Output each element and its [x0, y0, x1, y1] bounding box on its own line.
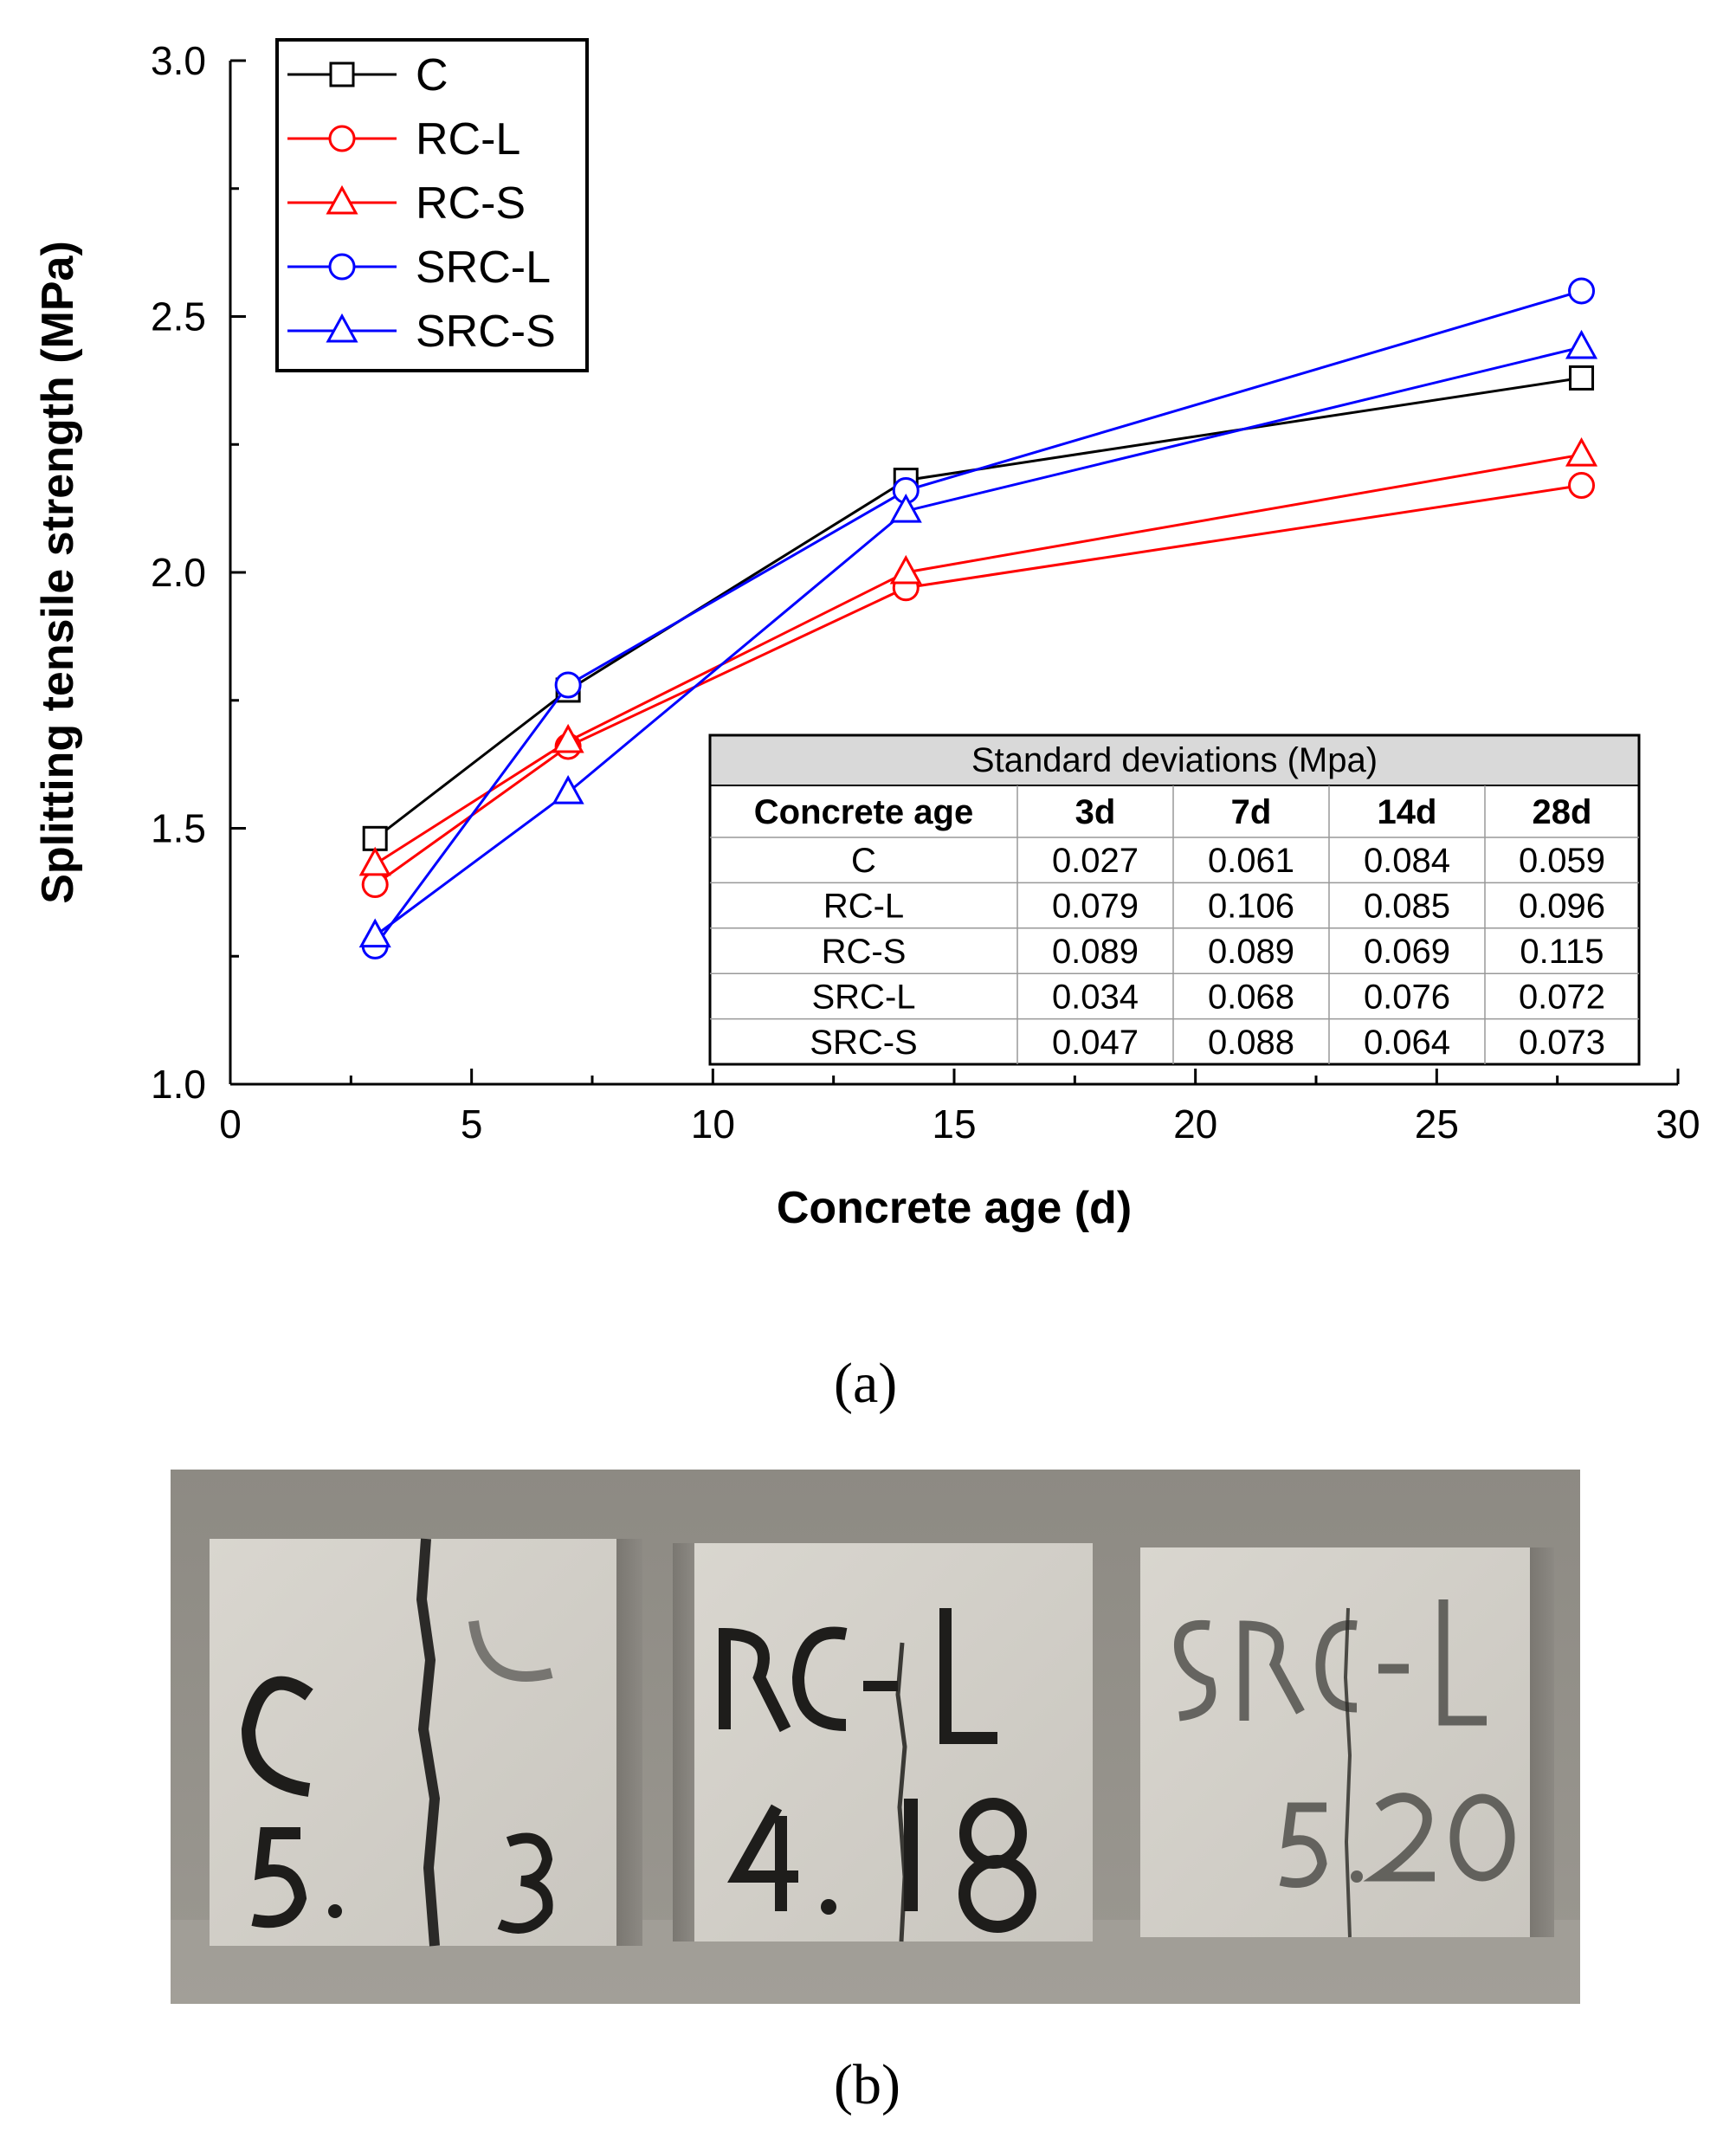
table-cell: RC-L	[823, 888, 904, 926]
series-line	[373, 289, 1582, 947]
table-cell: 0.073	[1519, 1024, 1605, 1062]
y-tick-label: 1.0	[151, 1062, 206, 1107]
table-header-cell: 14d	[1378, 793, 1437, 831]
legend-item: C	[287, 50, 449, 100]
data-point	[362, 825, 388, 851]
table-title: Standard deviations (Mpa)	[971, 741, 1378, 779]
table-cell: C	[851, 842, 876, 880]
data-point	[889, 493, 922, 523]
chart: 0 5 10 15 20 25 30 1.0 1.5 2.0 2.5 3.0 Concrete age…	[33, 38, 1701, 1233]
y-axis-title: Splitting tensile strength (MPa)	[33, 241, 83, 904]
legend-marker	[326, 313, 358, 343]
legend-label: SRC-L	[416, 242, 551, 293]
x-tick-label: 0	[219, 1102, 242, 1147]
table-cell: 0.076	[1364, 978, 1450, 1016]
table-cell: 0.047	[1052, 1024, 1139, 1062]
table-cell: 0.089	[1208, 933, 1294, 971]
cube-rc-l	[673, 1543, 1093, 1942]
data-point	[1565, 436, 1598, 467]
series-line	[374, 346, 1582, 937]
y-tick-label: 3.0	[151, 38, 206, 83]
data-point	[361, 871, 389, 899]
data-point	[1568, 472, 1596, 500]
table-cell: 0.064	[1364, 1024, 1450, 1062]
data-point	[552, 775, 584, 804]
legend-item: RC-L	[287, 114, 520, 165]
table-border	[708, 733, 1641, 1066]
table-cell: 0.115	[1520, 933, 1604, 971]
legend-marker	[328, 125, 356, 152]
table-cell: 0.059	[1519, 842, 1605, 880]
legend-item: SRC-S	[287, 307, 556, 357]
table-cell: 0.068	[1208, 978, 1294, 1016]
data-point	[1565, 329, 1598, 359]
legend-label: RC-S	[416, 178, 526, 229]
table-cell: 0.072	[1519, 978, 1605, 1016]
data-point	[889, 554, 922, 585]
legend-marker	[326, 184, 358, 215]
x-tick-label: 30	[1655, 1102, 1700, 1147]
legend-label: SRC-S	[416, 307, 556, 357]
table-cell: 0.084	[1364, 842, 1450, 880]
data-point	[1569, 365, 1595, 391]
cube-c	[210, 1538, 642, 1947]
legend-item: SRC-L	[287, 242, 551, 293]
table-cell: SRC-L	[811, 978, 915, 1016]
table-cell: SRC-S	[810, 1024, 917, 1062]
data-point	[554, 671, 582, 699]
std-dev-table: Standard deviations (Mpa) Concrete age 3d 7…	[708, 733, 1641, 1066]
series-src-s	[358, 329, 1598, 948]
table-title-bg	[710, 735, 1639, 785]
y-tick-label: 2.0	[151, 550, 206, 595]
x-tick-label: 20	[1173, 1102, 1217, 1147]
series-line	[374, 453, 1582, 866]
table-cell: 0.085	[1364, 888, 1450, 926]
data-point	[358, 846, 391, 876]
specimen-photo	[171, 1470, 1580, 2004]
table-cell: 0.089	[1052, 933, 1139, 971]
data-point	[1568, 277, 1596, 305]
table-header-cell: 7d	[1231, 793, 1272, 831]
table-cell: 0.069	[1364, 933, 1450, 971]
legend: C RC-L RC-S SRC-L SRC-S	[275, 38, 589, 372]
table-cell: 0.027	[1052, 842, 1139, 880]
table-cell: 0.096	[1519, 888, 1605, 926]
series-rc-l	[361, 472, 1596, 899]
panel-b-label: (b)	[834, 2053, 900, 2116]
table-cell: 0.061	[1208, 842, 1294, 880]
table-header-cell: Concrete age	[754, 793, 973, 831]
legend-marker	[329, 61, 355, 87]
table-header-cell: 28d	[1533, 793, 1592, 831]
table-cell: RC-S	[822, 933, 907, 971]
data-point	[358, 918, 391, 948]
y-tick-label: 1.5	[151, 806, 206, 851]
x-tick-label: 25	[1415, 1102, 1459, 1147]
x-axis-title: Concrete age (d)	[777, 1183, 1132, 1233]
legend-marker	[328, 253, 356, 281]
table-cell: 0.079	[1052, 888, 1139, 926]
legend-label: C	[416, 50, 449, 100]
panel-a-label: (a)	[834, 1352, 898, 1415]
table-header-cell: 3d	[1075, 793, 1116, 831]
legend-label: RC-L	[416, 114, 520, 165]
data-point	[552, 723, 584, 753]
legend-box	[275, 38, 589, 372]
table-cell: 0.034	[1052, 978, 1139, 1016]
table-cell: 0.088	[1208, 1024, 1294, 1062]
x-tick-label: 10	[691, 1102, 735, 1147]
legend-item: RC-S	[287, 178, 526, 229]
x-tick-label: 5	[461, 1102, 483, 1147]
cube-src-l	[1140, 1547, 1554, 1938]
y-tick-label: 2.5	[151, 294, 206, 339]
table-cell: 0.106	[1208, 888, 1294, 926]
series-rc-s	[358, 436, 1598, 876]
x-tick-label: 15	[932, 1102, 976, 1147]
